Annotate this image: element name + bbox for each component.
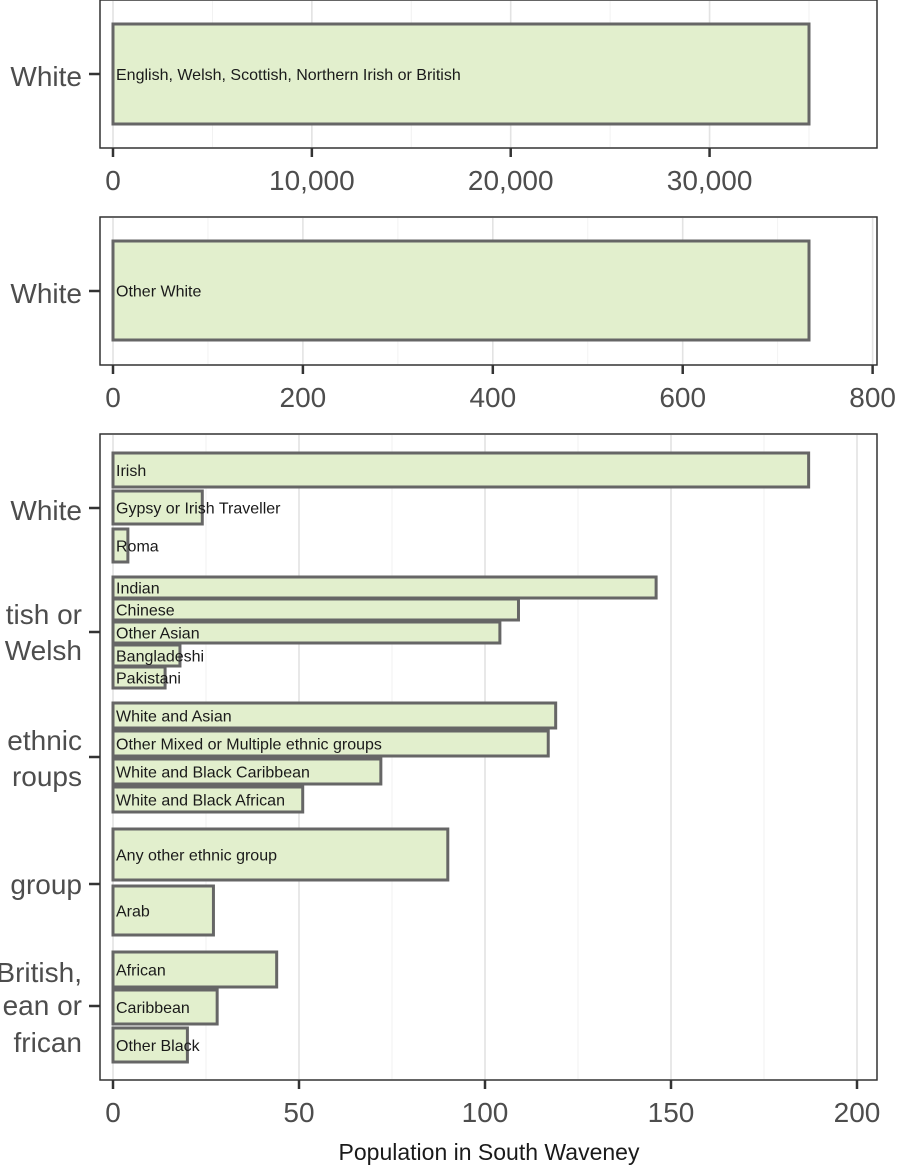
bar	[111, 575, 658, 600]
bar	[111, 785, 305, 814]
y-tick-label: group	[10, 869, 82, 900]
x-axis-title: Population in South Waveney	[339, 1139, 640, 1165]
x-tick-label: 150	[648, 1097, 695, 1128]
bar	[111, 597, 520, 622]
bar-label: Caribbean	[116, 1000, 190, 1017]
bar	[111, 729, 550, 758]
bar-label: Other Mixed or Multiple ethnic groups	[116, 737, 382, 754]
bar-label: Bangladeshi	[116, 649, 204, 666]
x-tick-label: 800	[849, 382, 896, 413]
bar	[111, 757, 383, 786]
bar-label: African	[116, 963, 166, 980]
panel-2: Other White White 0 200 400 600 800	[10, 216, 896, 413]
panel-border	[99, 433, 878, 1081]
x-tick-label: 50	[283, 1097, 314, 1128]
bar	[111, 527, 130, 564]
bar-label: Chinese	[116, 603, 175, 620]
bar	[111, 451, 811, 489]
y-tick-label: ean or	[3, 990, 82, 1021]
panel-1: English, Welsh, Scottish, Northern Irish…	[10, 0, 878, 196]
y-tick-label: frican	[14, 1027, 82, 1058]
x-tick-label: 30,000	[667, 165, 753, 196]
bar-label: Irish	[116, 463, 146, 480]
y-tick-label: tish or	[6, 599, 82, 630]
panel-border	[99, 0, 878, 149]
y-tick-label: roups	[12, 761, 82, 792]
x-tick-label: 0	[105, 382, 121, 413]
bar	[111, 701, 558, 730]
x-tick-label: 20,000	[468, 165, 554, 196]
bar-label: White and Black Caribbean	[116, 765, 310, 782]
bar-label: Gypsy or Irish Traveller	[116, 501, 281, 518]
bar	[111, 827, 450, 882]
bar-label: Other Black	[116, 1038, 201, 1055]
bar	[111, 22, 811, 126]
y-tick-label: British,	[0, 957, 82, 988]
bar	[111, 884, 215, 937]
x-tick-label: 600	[659, 382, 706, 413]
x-tick-label: 0	[105, 165, 121, 196]
bar	[111, 950, 279, 989]
bar-label: Other White	[116, 284, 201, 301]
bar-label: Arab	[116, 904, 150, 921]
y-tick-label: Welsh	[5, 635, 82, 666]
bar	[111, 988, 219, 1026]
x-tick-label: 10,000	[269, 165, 355, 196]
x-tick-label: 200	[834, 1097, 881, 1128]
bar-label: Any other ethnic group	[116, 848, 277, 865]
x-tick-label: 200	[280, 382, 327, 413]
bar-label: Other Asian	[116, 626, 200, 643]
bar-label: Roma	[116, 539, 159, 556]
x-tick-label: 100	[462, 1097, 509, 1128]
panel-border	[99, 216, 878, 366]
bar	[111, 665, 167, 690]
panel-3: Irish Gypsy or Irish Traveller Roma White In…	[0, 433, 881, 1128]
bar	[111, 489, 204, 526]
bar	[111, 620, 502, 645]
x-tick-label: 0	[105, 1097, 121, 1128]
x-tick-label: 400	[469, 382, 516, 413]
bar-label: White and Black African	[116, 793, 285, 810]
bar	[111, 1026, 189, 1064]
bar-label: Indian	[116, 581, 160, 598]
bar	[111, 239, 811, 342]
bar-label: English, Welsh, Scottish, Northern Irish…	[116, 67, 461, 84]
y-tick-label: White	[10, 61, 82, 92]
bar-label: Pakistani	[116, 671, 181, 688]
y-tick-label: White	[10, 495, 82, 526]
y-tick-label: ethnic	[7, 725, 82, 756]
y-tick-label: White	[10, 278, 82, 309]
bar-label: White and Asian	[116, 709, 232, 726]
